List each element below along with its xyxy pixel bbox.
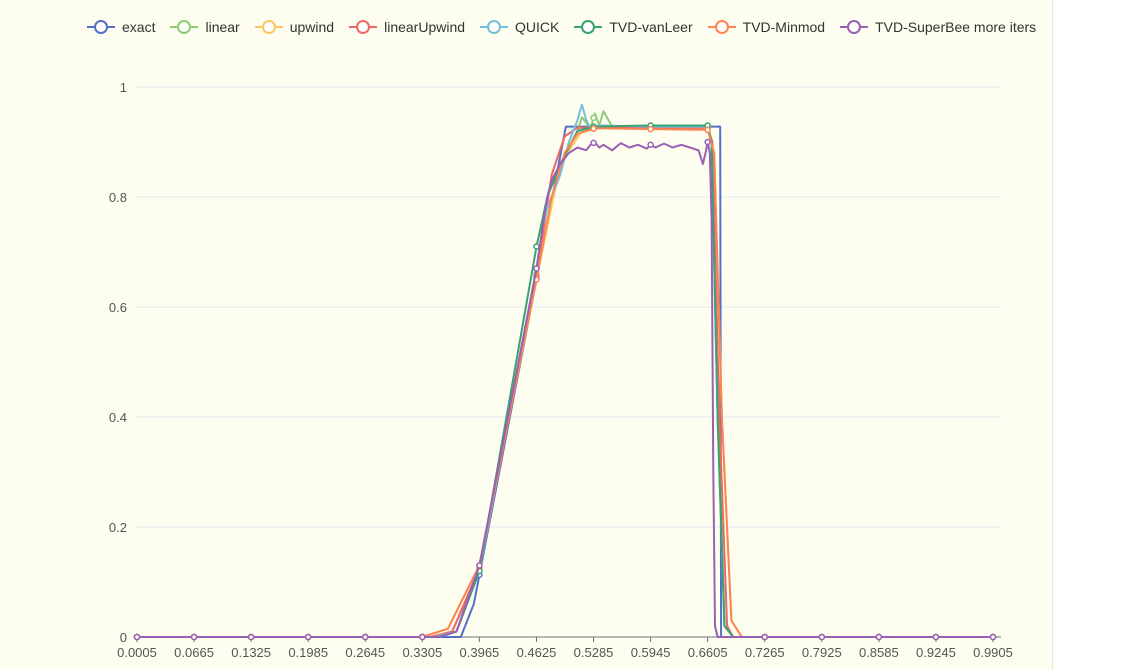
series-line <box>137 125 993 638</box>
x-tick-label: 0.2645 <box>345 645 385 660</box>
data-point[interactable] <box>932 633 940 641</box>
x-tick-label: 0.9245 <box>916 645 956 660</box>
legend-label: TVD-vanLeer <box>609 19 693 35</box>
legend-label: linearUpwind <box>384 19 466 35</box>
y-tick-label: 0.4 <box>109 410 127 425</box>
y-tick-label: 0 <box>120 630 127 645</box>
x-tick-label: 0.5285 <box>574 645 614 660</box>
legend-label: linear <box>205 19 240 35</box>
data-point[interactable] <box>704 138 711 146</box>
legend-label: QUICK <box>515 19 560 35</box>
data-point[interactable] <box>989 633 997 641</box>
data-point[interactable] <box>304 633 312 641</box>
x-tick-label: 0.7265 <box>745 645 785 660</box>
data-point[interactable] <box>647 141 654 148</box>
series-line <box>137 126 993 638</box>
x-tick-label: 0.3965 <box>460 645 500 660</box>
series-line <box>137 124 993 638</box>
legend: exact linear upwind linearUpwind QUICK TVD-va… <box>86 19 1050 35</box>
grid-lines <box>137 86 1001 528</box>
data-point[interactable] <box>590 139 597 147</box>
series-exact <box>133 123 997 641</box>
y-tick-label: 0.8 <box>109 190 127 205</box>
legend-label: exact <box>122 19 156 35</box>
data-point[interactable] <box>133 633 141 641</box>
x-tick-label: 0.3305 <box>402 645 442 660</box>
data-point[interactable] <box>476 562 483 569</box>
data-point[interactable] <box>419 633 426 641</box>
series-line <box>137 141 993 638</box>
legend-item[interactable]: TVD-Minmod <box>707 19 825 35</box>
legend-item[interactable]: QUICK <box>479 19 559 35</box>
legend-label: TVD-SuperBee more iters <box>875 19 1037 35</box>
data-point[interactable] <box>761 633 768 641</box>
x-tick-label: 0.6605 <box>688 645 728 660</box>
data-point[interactable] <box>590 125 597 132</box>
series-tvd-minmod <box>133 125 997 641</box>
legend-swatch-icon <box>254 20 283 34</box>
legend-swatch-icon <box>574 20 603 34</box>
legend-swatch-icon <box>349 20 378 34</box>
x-tick-label: 0.1985 <box>288 645 328 660</box>
series-quick <box>133 103 997 641</box>
x-tick-label: 0.1325 <box>231 645 271 660</box>
data-point[interactable] <box>818 633 826 641</box>
series-tvd-superbee-more-iters <box>133 138 997 641</box>
legend-swatch-icon <box>170 20 199 34</box>
x-tick-label: 0.4625 <box>517 645 557 660</box>
series-upwind <box>133 124 997 641</box>
legend-item[interactable]: linearUpwind <box>348 19 465 35</box>
data-point[interactable] <box>704 126 711 134</box>
legend-item[interactable]: TVD-vanLeer <box>573 19 693 35</box>
series-group <box>133 103 997 641</box>
line-chart: 0 0.2 0.4 0.6 0.8 1 0.0005 0.0665 0.1325 0.1985 0.… <box>109 80 1013 660</box>
data-point[interactable] <box>533 243 540 250</box>
x-tick-label: 0.7925 <box>802 645 842 660</box>
series-line <box>137 110 993 638</box>
legend-swatch-icon <box>707 20 736 34</box>
x-tick-label: 0.5945 <box>631 645 671 660</box>
data-point[interactable] <box>247 633 255 641</box>
data-point[interactable] <box>190 633 198 641</box>
data-point[interactable] <box>590 114 597 122</box>
series-linearupwind <box>133 124 997 641</box>
legend-item[interactable]: exact <box>86 19 155 35</box>
legend-label: upwind <box>289 19 335 35</box>
legend-swatch-icon <box>840 20 869 34</box>
x-tick-label: 0.0665 <box>174 645 214 660</box>
series-line <box>137 103 993 638</box>
series-linear <box>133 110 997 641</box>
legend-item[interactable]: linear <box>169 19 240 35</box>
series-line <box>137 126 993 638</box>
y-tick-label: 1 <box>120 80 127 95</box>
legend-swatch-icon <box>480 20 509 34</box>
series-tvd-vanleer <box>133 122 997 641</box>
legend-swatch-icon <box>87 20 115 34</box>
data-point[interactable] <box>533 265 540 272</box>
legend-label: TVD-Minmod <box>742 19 826 35</box>
data-point[interactable] <box>875 633 883 641</box>
legend-item[interactable]: TVD-SuperBee more iters <box>839 19 1036 35</box>
x-tick-label: 0.9905 <box>973 645 1013 660</box>
data-point[interactable] <box>362 633 369 641</box>
legend-item[interactable]: upwind <box>254 19 334 35</box>
series-line <box>137 127 993 638</box>
x-tick-label: 0.0005 <box>117 645 157 660</box>
x-tick-label: 0.8585 <box>859 645 899 660</box>
y-tick-label: 0.6 <box>109 300 127 315</box>
y-tick-label: 0.2 <box>109 520 127 535</box>
data-point[interactable] <box>647 125 654 133</box>
